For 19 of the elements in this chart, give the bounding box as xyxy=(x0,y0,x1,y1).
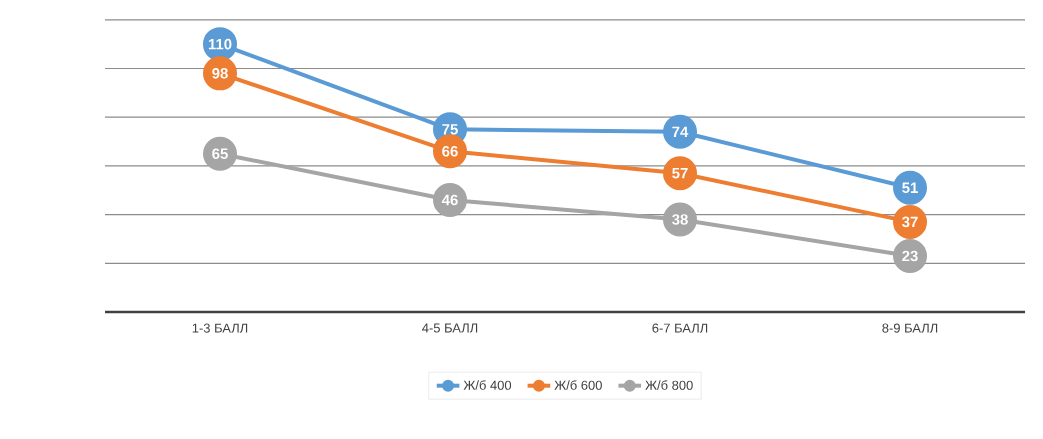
legend-label: Ж/б 800 xyxy=(645,380,693,390)
data-label: 74 xyxy=(672,126,689,137)
data-label: 66 xyxy=(442,145,458,157)
x-tick-label: 4-5 БАЛЛ xyxy=(422,323,478,333)
data-label: 23 xyxy=(902,250,918,262)
data-label: 75 xyxy=(442,124,458,135)
data-label: 57 xyxy=(672,167,688,179)
data-label: 110 xyxy=(208,38,232,50)
data-label: 37 xyxy=(902,216,918,228)
data-label: 65 xyxy=(212,148,228,159)
data-label: 98 xyxy=(212,68,228,79)
data-label: 51 xyxy=(902,182,918,194)
x-tick-label: 6-7 БАЛЛ xyxy=(652,323,708,333)
x-tick-label: 8-9 БАЛЛ xyxy=(882,323,938,333)
x-tick-label: 1-3 БАЛЛ xyxy=(192,323,248,333)
legend-label: Ж/б 600 xyxy=(554,380,602,390)
data-label: 46 xyxy=(441,194,458,206)
legend-label: Ж/б 400 xyxy=(463,380,512,390)
data-label: 38 xyxy=(672,214,688,225)
